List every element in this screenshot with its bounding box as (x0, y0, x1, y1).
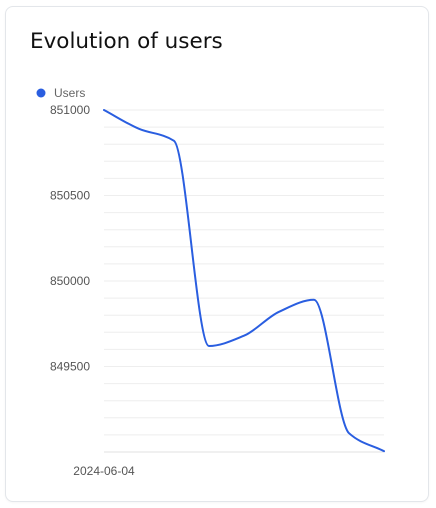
chart-title: Evolution of users (30, 29, 223, 54)
legend-label-users[interactable]: Users (54, 86, 85, 100)
y-tick-label: 850000 (50, 274, 90, 288)
chart-grid (104, 109, 384, 453)
chart-legend[interactable]: Users (36, 86, 86, 100)
y-tick-label: 850500 (50, 189, 90, 203)
x-axis-labels: 2024-06-04 (73, 464, 135, 478)
chart-card (5, 6, 429, 502)
legend-marker-users[interactable] (36, 88, 46, 98)
series-line-users (103, 109, 385, 453)
chart-series (103, 109, 385, 453)
y-tick-label: 849500 (50, 360, 90, 374)
y-tick-label: 851000 (50, 103, 90, 117)
y-axis-labels: 851000 850500 850000 849500 (50, 103, 90, 374)
x-tick-label: 2024-06-04 (73, 464, 135, 478)
